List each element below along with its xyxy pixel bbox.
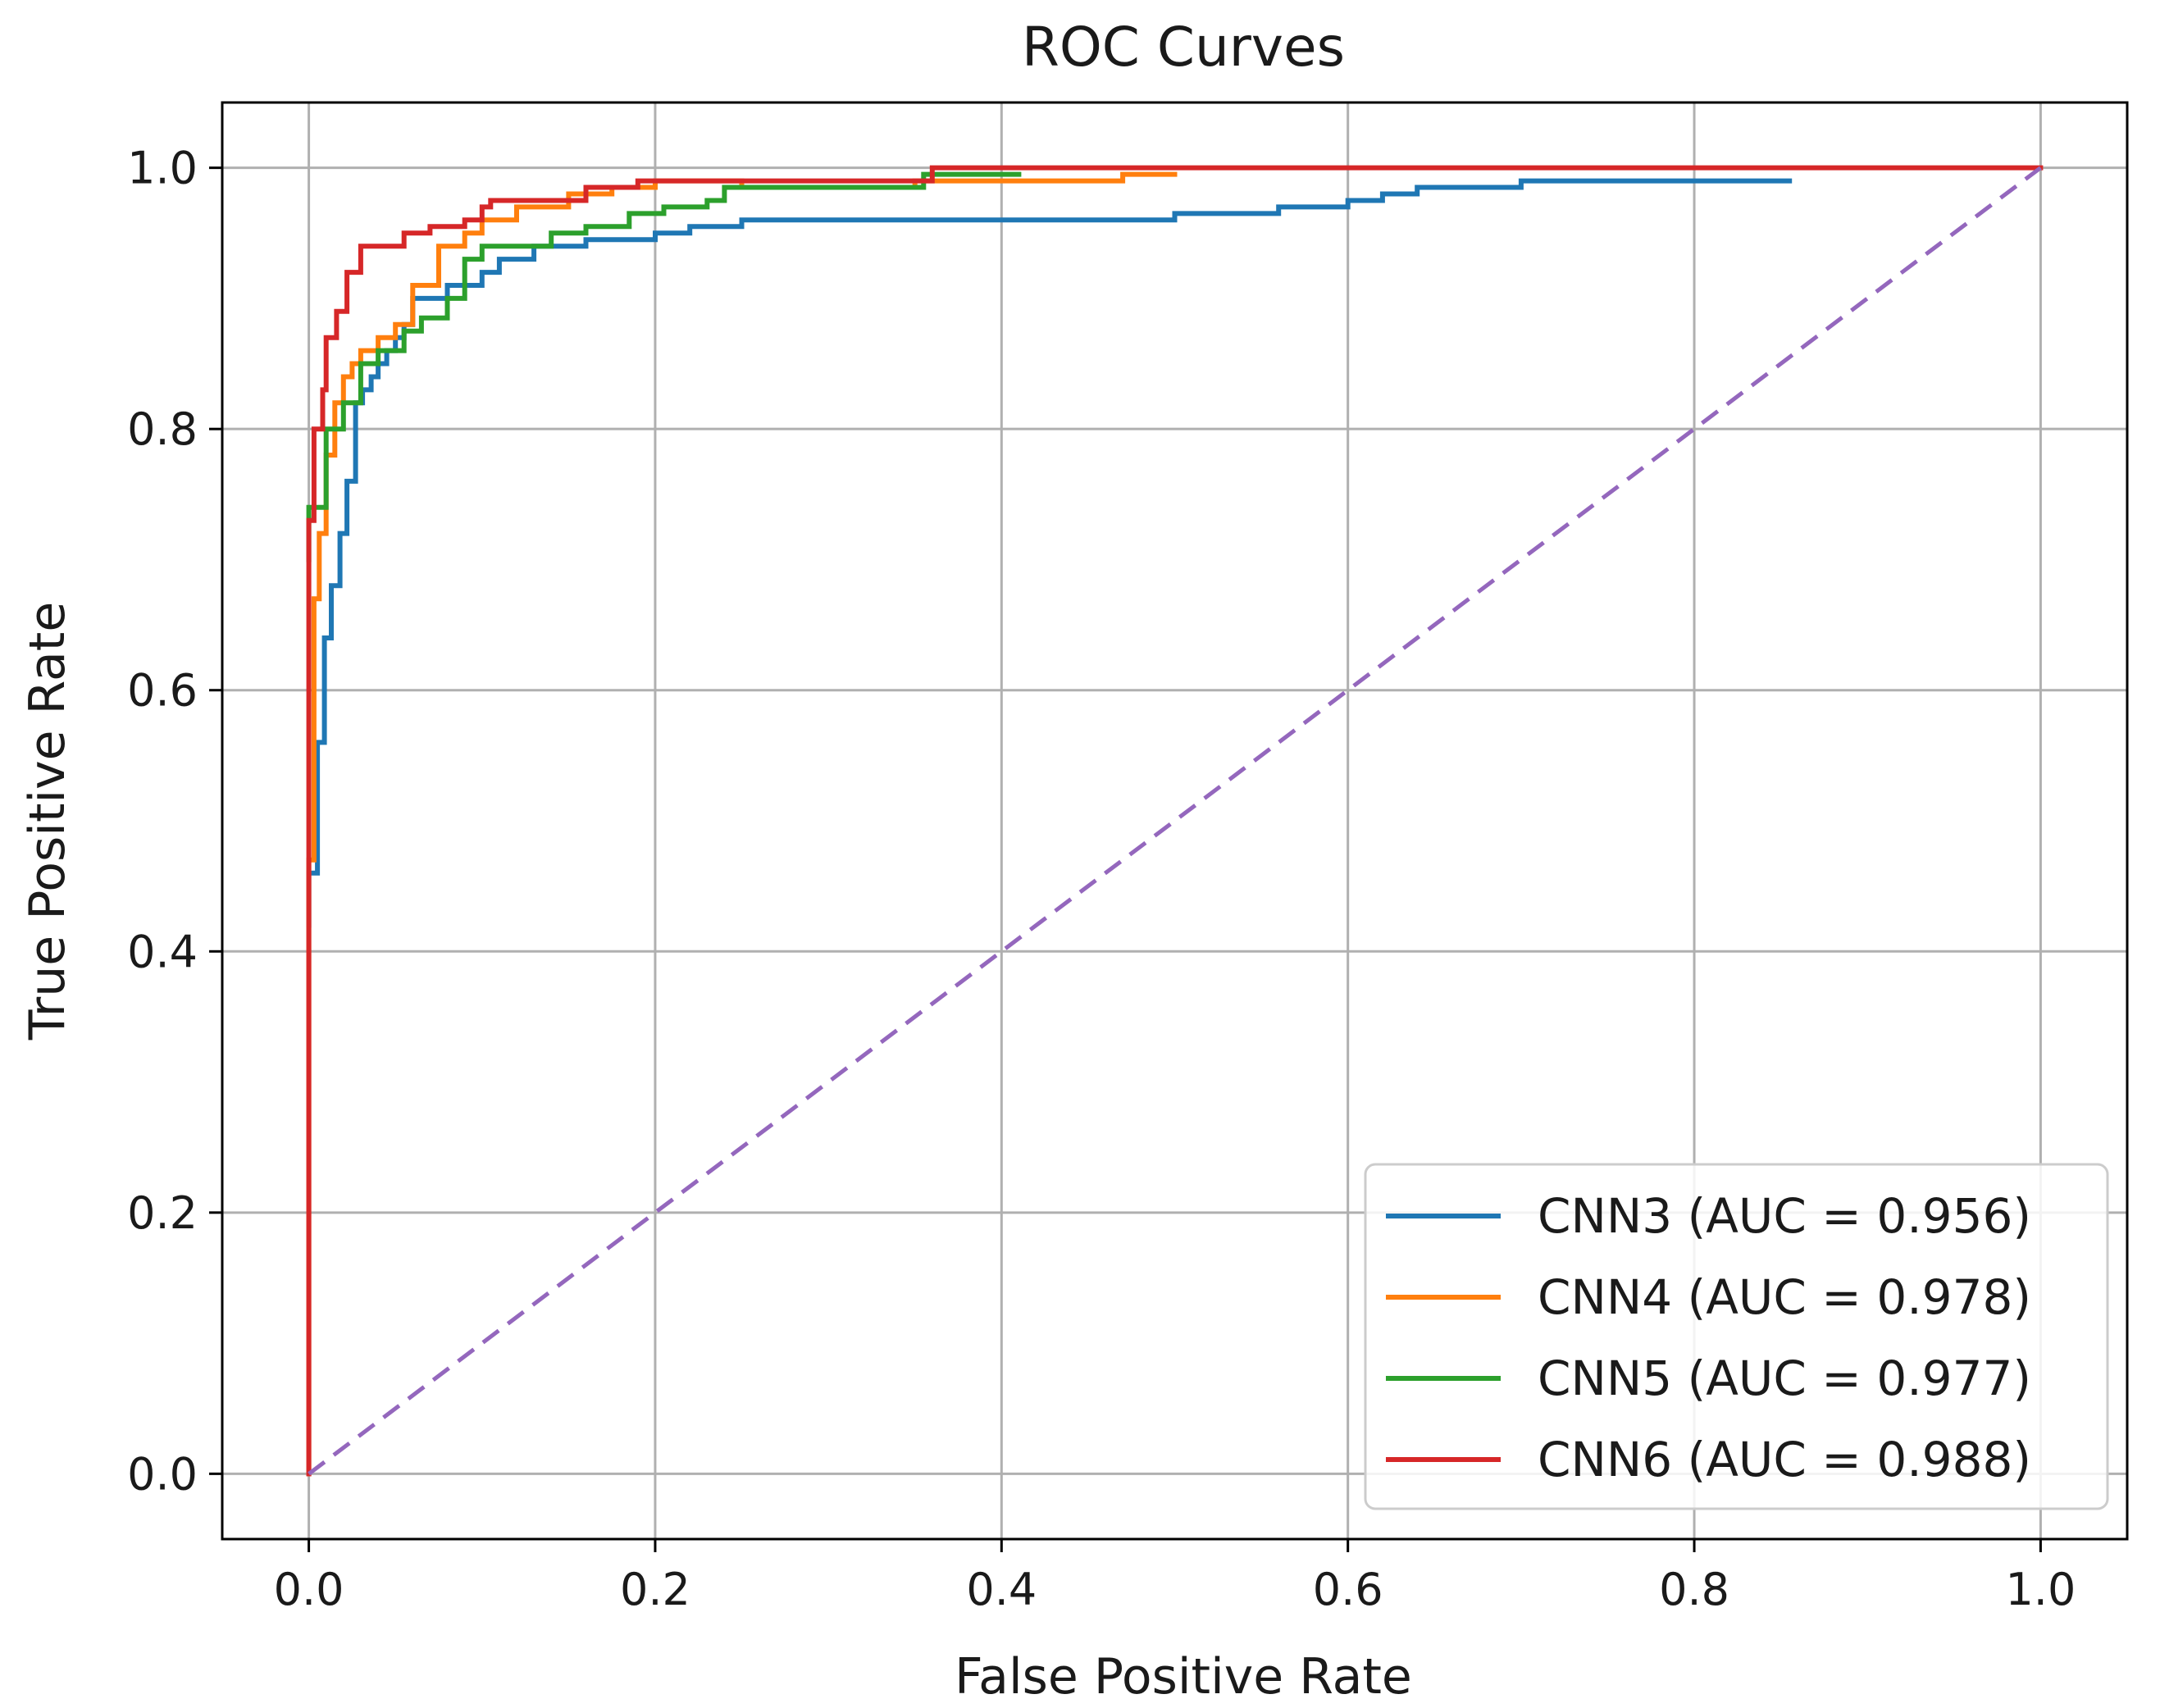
x-tick-label: 0.0 [274, 1564, 344, 1615]
legend-label: CNN6 (AUC = 0.988) [1538, 1432, 2031, 1487]
plot-frame [221, 101, 2129, 1541]
y-tick-label: 0.4 [127, 926, 198, 977]
x-tick-label: 0.8 [1659, 1564, 1729, 1615]
x-tick-label: 0.2 [620, 1564, 690, 1615]
tick-layer: 0.0 0.2 0.4 0.6 0.8 1.0 0.0 0.2 0.4 0.6 0.8 1.0 [127, 143, 2076, 1615]
y-tick-label: 0.6 [127, 665, 198, 717]
legend-label: CNN3 (AUC = 0.956) [1538, 1188, 2031, 1244]
chart-title: ROC Curves [1022, 16, 1345, 79]
legend-box [1364, 1163, 2109, 1510]
y-tick-label: 0.8 [127, 403, 198, 455]
legend: CNN3 (AUC = 0.956) CNN4 (AUC = 0.978) CNN5… [1364, 1163, 2109, 1510]
legend-label: CNN5 (AUC = 0.977) [1538, 1350, 2031, 1406]
chance-diagonal-line [308, 166, 2042, 1476]
y-tick-label: 0.2 [127, 1187, 198, 1239]
y-tick-label: 0.0 [127, 1448, 198, 1500]
series-layer [306, 165, 2044, 1477]
y-tick-label: 1.0 [127, 143, 198, 194]
x-axis-label: False Positive Rate [955, 1648, 1412, 1705]
series-line-4 [306, 165, 2044, 1477]
x-tick-label: 1.0 [2005, 1564, 2076, 1615]
x-tick-label: 0.6 [1313, 1564, 1383, 1615]
x-tick-label: 0.4 [966, 1564, 1037, 1615]
legend-label: CNN4 (AUC = 0.978) [1538, 1269, 2031, 1325]
grid-layer [222, 102, 2127, 1539]
series-line-3 [306, 171, 1022, 563]
y-axis-label: True Positive Rate [19, 602, 76, 1041]
